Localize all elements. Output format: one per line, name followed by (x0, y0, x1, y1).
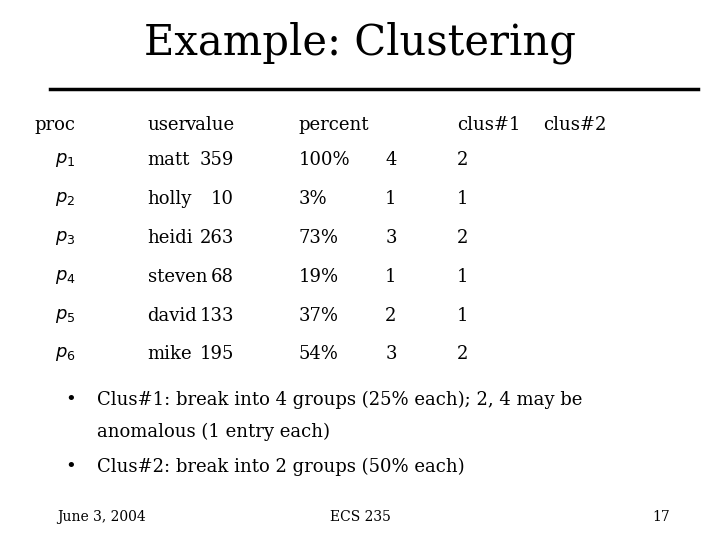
Text: clus#1: clus#1 (457, 116, 521, 134)
Text: value: value (185, 116, 234, 134)
Text: 4: 4 (385, 151, 397, 169)
Text: 3%: 3% (299, 190, 328, 208)
Text: 2: 2 (385, 307, 397, 325)
Text: 37%: 37% (299, 307, 339, 325)
Text: 263: 263 (199, 229, 234, 247)
Text: 2: 2 (457, 346, 469, 363)
Text: 359: 359 (199, 151, 234, 169)
Text: 100%: 100% (299, 151, 351, 169)
Text: $p_{2}$: $p_{2}$ (55, 190, 76, 208)
Text: steven: steven (148, 268, 207, 286)
Text: Example: Clustering: Example: Clustering (144, 22, 576, 64)
Text: percent: percent (299, 116, 369, 134)
Text: 17: 17 (652, 510, 670, 524)
Text: 2: 2 (457, 151, 469, 169)
Text: 1: 1 (385, 190, 397, 208)
Text: ECS 235: ECS 235 (330, 510, 390, 524)
Text: $p_{5}$: $p_{5}$ (55, 307, 76, 325)
Text: matt: matt (148, 151, 190, 169)
Text: 54%: 54% (299, 346, 338, 363)
Text: holly: holly (148, 190, 192, 208)
Text: user: user (148, 116, 188, 134)
Text: 3: 3 (385, 229, 397, 247)
Text: 1: 1 (457, 307, 469, 325)
Text: 1: 1 (457, 190, 469, 208)
Text: proc: proc (35, 116, 76, 134)
Text: 1: 1 (457, 268, 469, 286)
Text: $p_{1}$: $p_{1}$ (55, 151, 76, 169)
Text: heidi: heidi (148, 229, 193, 247)
Text: 1: 1 (385, 268, 397, 286)
Text: 10: 10 (211, 190, 234, 208)
Text: $p_{3}$: $p_{3}$ (55, 229, 76, 247)
Text: 73%: 73% (299, 229, 339, 247)
Text: June 3, 2004: June 3, 2004 (58, 510, 146, 524)
Text: $p_{4}$: $p_{4}$ (55, 268, 76, 286)
Text: anomalous (1 entry each): anomalous (1 entry each) (97, 423, 330, 441)
Text: 19%: 19% (299, 268, 339, 286)
Text: clus#2: clus#2 (544, 116, 607, 134)
Text: 3: 3 (385, 346, 397, 363)
Text: mike: mike (148, 346, 192, 363)
Text: $p_{6}$: $p_{6}$ (55, 346, 76, 363)
Text: Clus#2: break into 2 groups (50% each): Clus#2: break into 2 groups (50% each) (97, 458, 465, 476)
Text: •: • (65, 458, 76, 476)
Text: •: • (65, 391, 76, 409)
Text: 195: 195 (199, 346, 234, 363)
Text: david: david (148, 307, 197, 325)
Text: 2: 2 (457, 229, 469, 247)
Text: Clus#1: break into 4 groups (25% each); 2, 4 may be: Clus#1: break into 4 groups (25% each); … (97, 391, 582, 409)
Text: 133: 133 (199, 307, 234, 325)
Text: 68: 68 (211, 268, 234, 286)
